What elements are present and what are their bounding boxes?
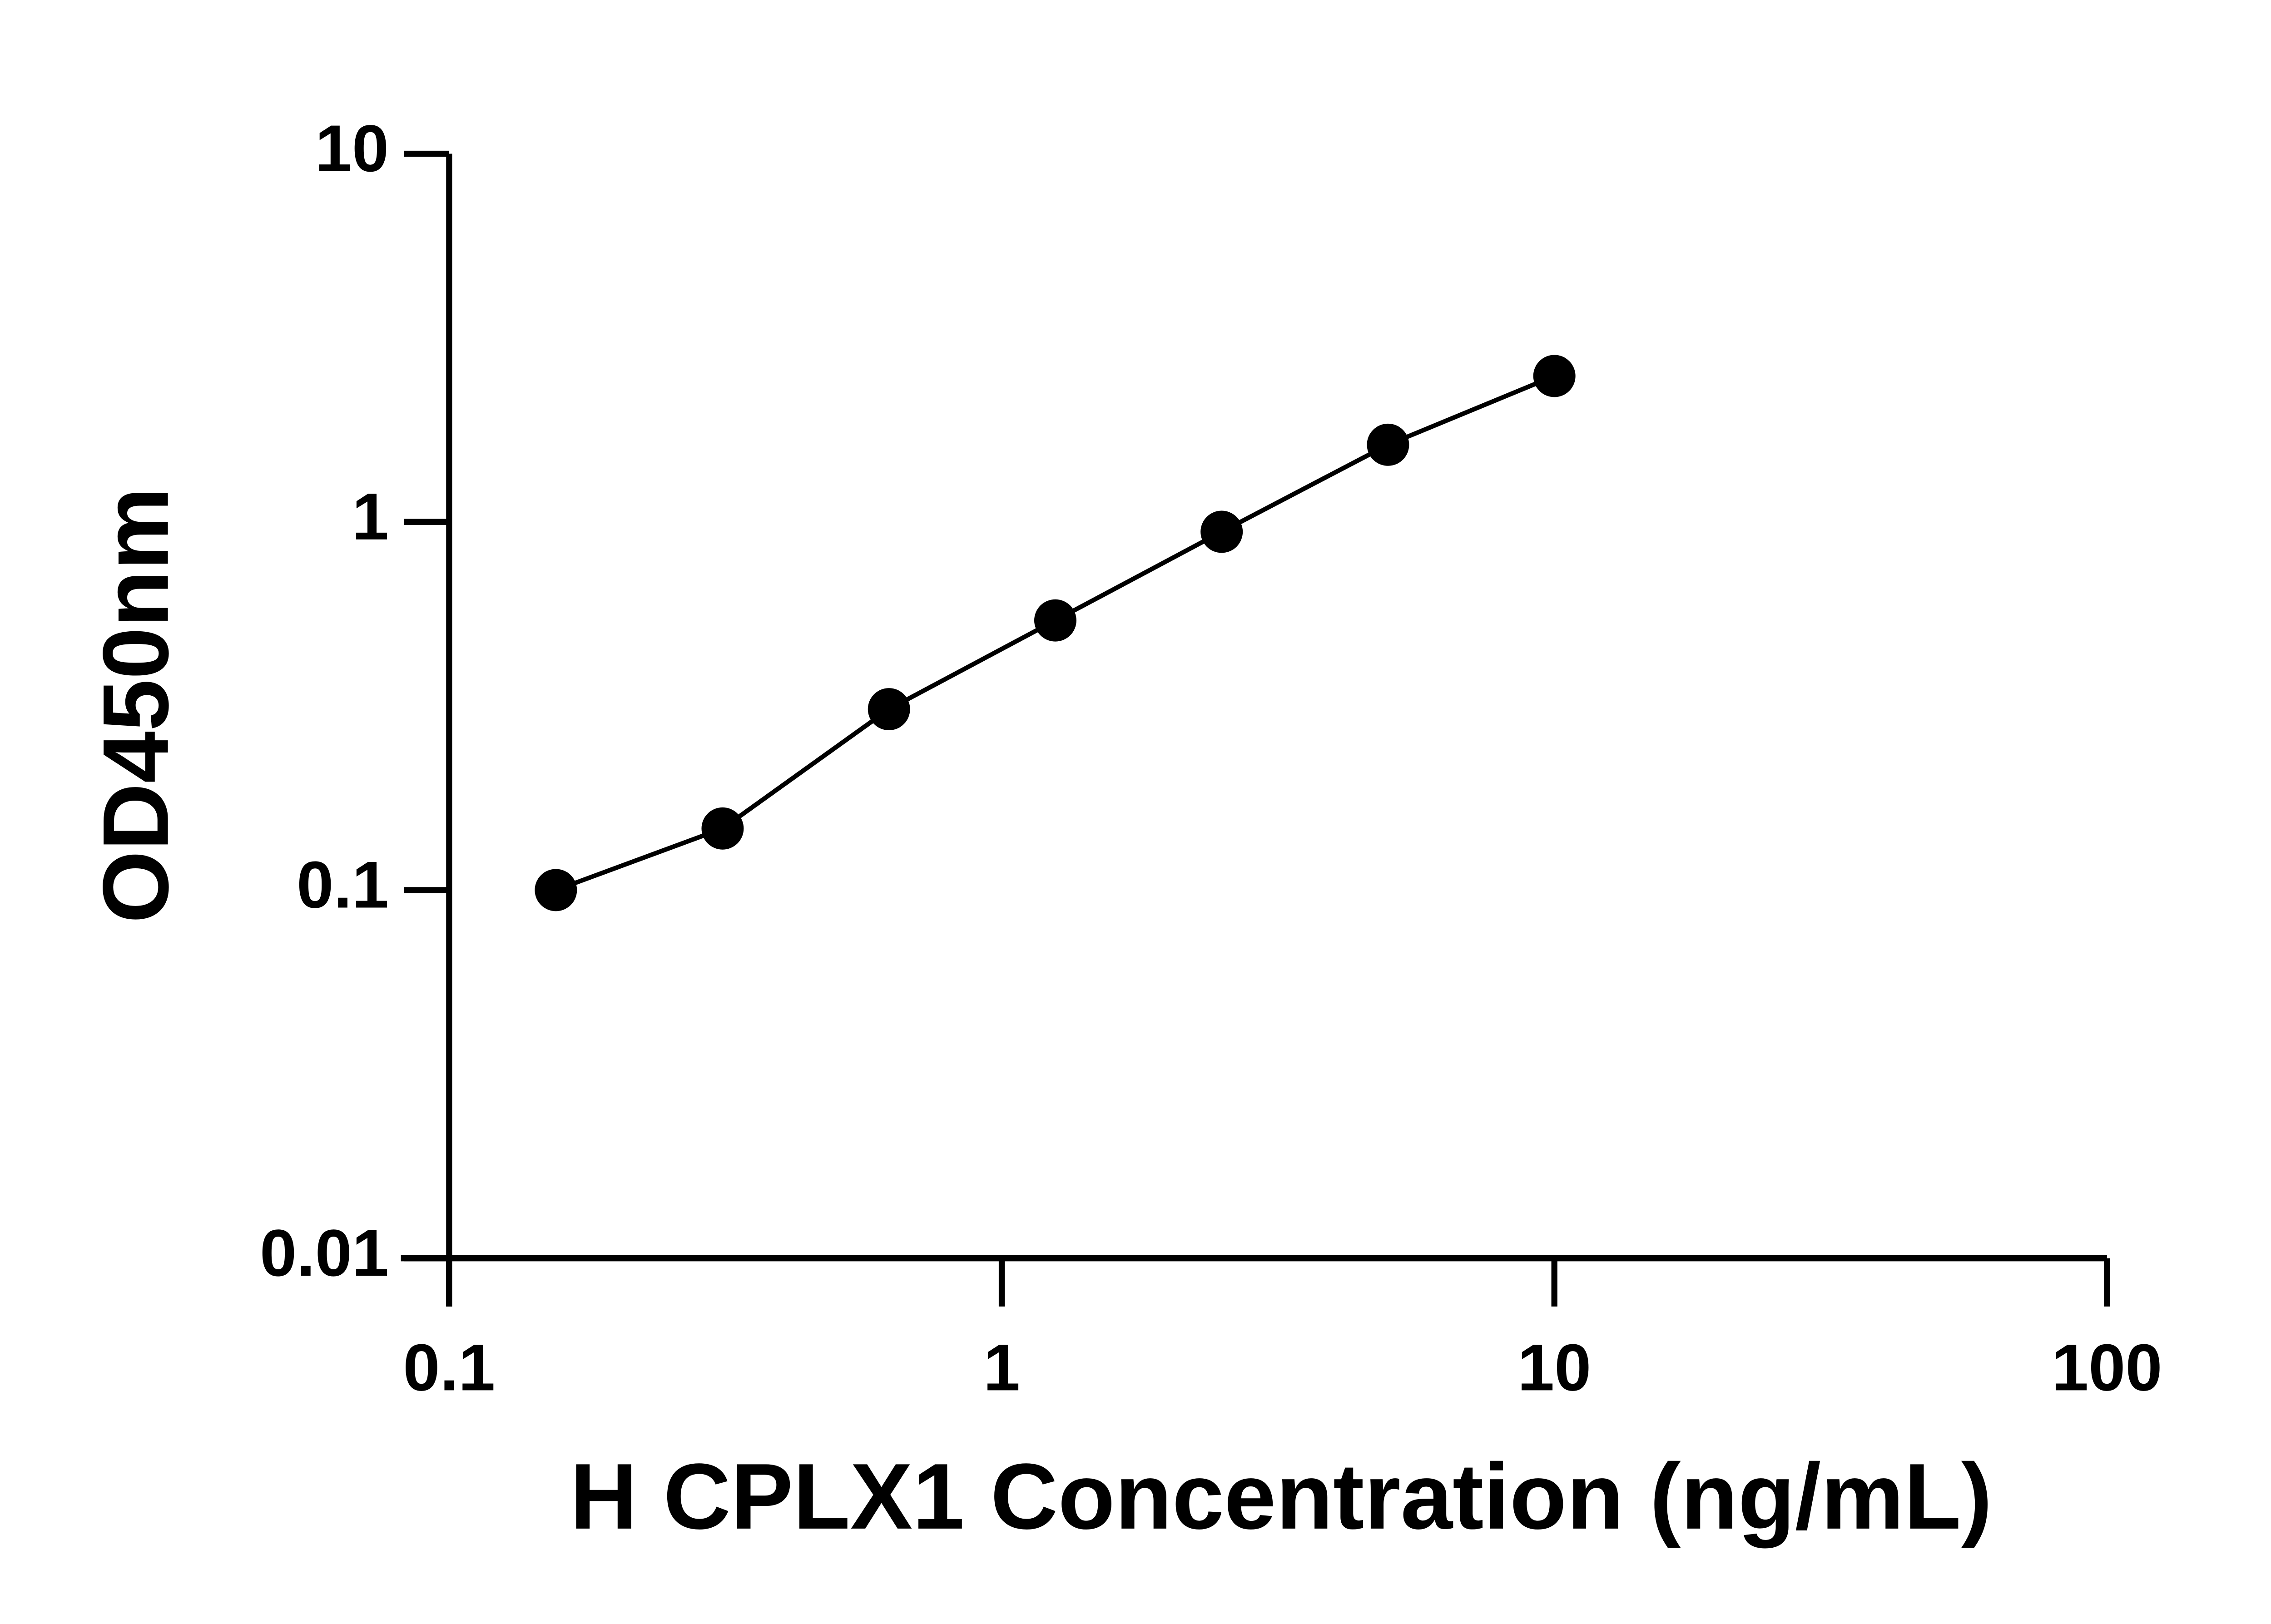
x-tick-label: 0.1 [403,1330,495,1404]
y-tick-label: 10 [315,111,389,185]
x-axis-title: H CPLX1 Concentration (ng/mL) [570,1444,1993,1549]
y-tick-label: 1 [352,480,389,554]
y-tick-label: 0.1 [297,847,389,921]
data-point [868,688,910,731]
data-point [701,807,744,850]
data-point [1367,423,1409,466]
y-axis-title: OD450nm [84,487,188,923]
data-point [535,869,577,911]
y-tick-label: 0.01 [260,1216,389,1290]
data-point [1034,599,1076,642]
x-tick-label: 10 [1517,1330,1591,1404]
x-tick-label: 100 [2052,1330,2162,1404]
x-tick-label: 1 [983,1330,1020,1404]
data-point [1533,355,1576,397]
data-point [1200,510,1243,553]
